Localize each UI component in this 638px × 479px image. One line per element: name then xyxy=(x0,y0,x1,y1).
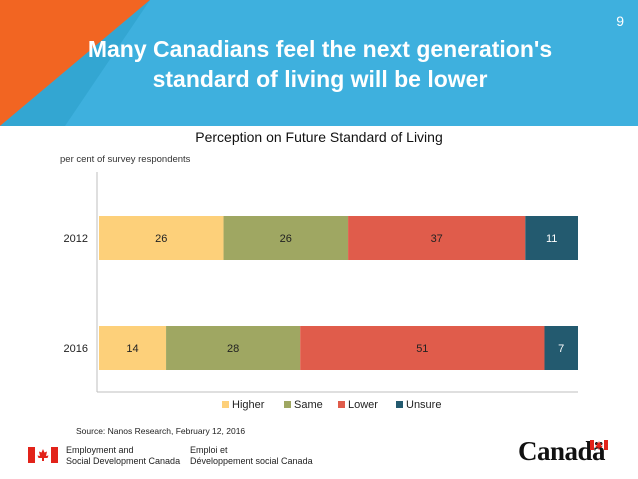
bar-2016-same xyxy=(166,326,301,370)
canada-flag-icon xyxy=(28,447,58,463)
category-label-2012: 2012 xyxy=(64,233,88,245)
department-name-english: Employment and Social Development Canada xyxy=(66,445,181,466)
wordmark-flag-icon xyxy=(590,440,608,450)
slide-title-line-2: standard of living will be lower xyxy=(152,66,488,92)
bar-2012-unsure xyxy=(525,216,578,260)
page-number: 9 xyxy=(616,13,624,29)
data-label-2012-higher: 26 xyxy=(155,233,167,245)
source-note: Source: Nanos Research, February 12, 201… xyxy=(76,426,246,436)
legend-label-same: Same xyxy=(294,399,323,411)
bar-2012-lower xyxy=(348,216,526,260)
slide-title: Many Canadians feel the next generation'… xyxy=(40,34,600,94)
legend-label-unsure: Unsure xyxy=(406,399,441,411)
slide-title-line-1: Many Canadians feel the next generation'… xyxy=(87,36,553,62)
data-label-2016-higher: 14 xyxy=(126,343,138,355)
data-label-2016-unsure: 7 xyxy=(558,343,564,355)
legend-swatch-unsure xyxy=(396,401,403,408)
bar-2012-same xyxy=(223,216,349,260)
legend-swatch-higher xyxy=(222,401,229,408)
department-name-french: Emploi et Développement social Canada xyxy=(190,445,313,466)
bar-2012-higher xyxy=(99,216,224,260)
chart-title: Perception on Future Standard of Living xyxy=(195,129,443,145)
axis-label: per cent of survey respondents xyxy=(60,154,191,165)
legend-label-lower: Lower xyxy=(348,399,378,411)
legend-swatch-same xyxy=(284,401,291,408)
bar-2016-lower xyxy=(300,326,545,370)
banner-decoration xyxy=(0,0,150,126)
data-label-2016-same: 28 xyxy=(227,343,239,355)
teal-accent-shape xyxy=(0,0,150,126)
legend-label-higher: Higher xyxy=(232,399,265,411)
data-label-2012-unsure: 11 xyxy=(546,233,557,245)
bar-2016-unsure xyxy=(544,326,578,370)
data-label-2016-lower: 51 xyxy=(416,343,428,355)
category-label-2016: 2016 xyxy=(64,343,88,355)
bar-2016-higher xyxy=(99,326,167,370)
title-banner: 9 Many Canadians feel the next generatio… xyxy=(0,0,638,126)
data-label-2012-same: 26 xyxy=(280,233,292,245)
data-label-2012-lower: 37 xyxy=(431,233,443,245)
legend-swatch-lower xyxy=(338,401,345,408)
stacked-bar-chart: per cent of survey respondents 2012 26 26 3… xyxy=(60,154,578,411)
